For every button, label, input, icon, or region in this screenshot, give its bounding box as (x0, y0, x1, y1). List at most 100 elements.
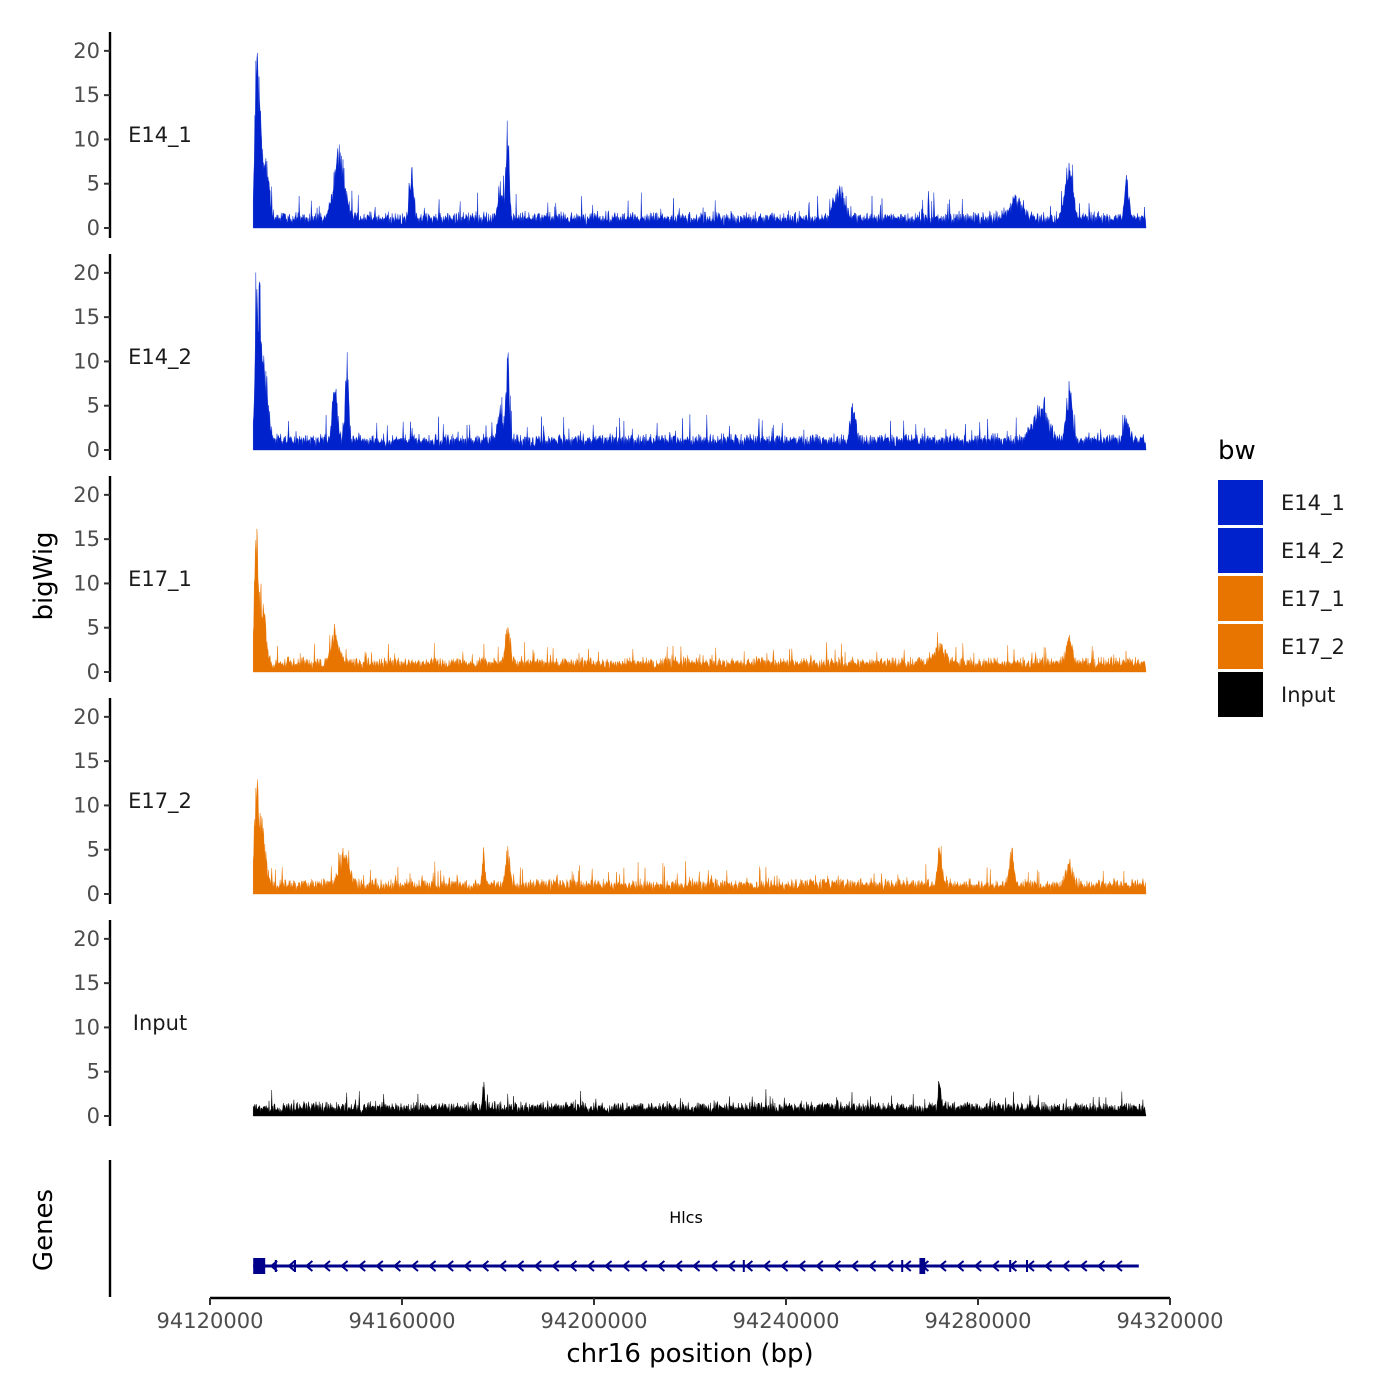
gene-strand-arrow (868, 1260, 877, 1272)
x-tick-label-94160000: 94160000 (349, 1309, 456, 1333)
y-tick-label-E14_1-15: 15 (73, 83, 100, 107)
gene-strand-arrow (727, 1260, 736, 1272)
track-signal-E17_2 (253, 779, 1147, 895)
y-tick-label-Input-0: 0 (87, 1104, 100, 1128)
gene-strand-arrow (533, 1260, 542, 1272)
signal-tracks: E14_1 E14_2 E17_1 E17_2 Input (128, 52, 1147, 1117)
y-axes: 0 5 10 15 20 0 5 10 15 20 0 5 10 15 20 0 5 10 15 20 0 5 10 15 20 (73, 32, 112, 1128)
gene-exon (742, 1260, 745, 1272)
gene-strand-arrow (956, 1260, 965, 1272)
y-tick-label-Input-15: 15 (73, 971, 100, 995)
legend-swatch-E14_1 (1218, 480, 1263, 525)
gene-strand-arrow (1044, 1260, 1053, 1272)
gene-strand-arrow (885, 1260, 894, 1272)
gene-strand-arrow (516, 1260, 525, 1272)
gene-strand-arrow (850, 1260, 859, 1272)
y-tick-label-E14_2-10: 10 (73, 349, 100, 373)
gene-strand-arrow (639, 1260, 648, 1272)
legend-title: bw (1218, 436, 1256, 466)
gene-strand-arrow (445, 1260, 454, 1272)
gene-exon (919, 1258, 926, 1274)
gene-strand-arrow (498, 1260, 507, 1272)
y-tick-label-E14_2-20: 20 (73, 261, 100, 285)
gene-strand-arrow (357, 1260, 366, 1272)
x-tick-label-94120000: 94120000 (157, 1309, 264, 1333)
gene-strand-arrow (480, 1260, 490, 1272)
y-tick-label-Input-5: 5 (87, 1060, 100, 1084)
legend-swatch-E14_2 (1218, 528, 1263, 573)
y-tick-label-Input-10: 10 (73, 1015, 100, 1039)
legend-label-E17_1: E17_1 (1281, 587, 1345, 612)
y-tick-label-E17_2-15: 15 (73, 749, 100, 773)
gene-strand-arrow (428, 1260, 437, 1272)
y-tick-label-E17_2-10: 10 (73, 793, 100, 817)
y-tick-label-Input-20: 20 (73, 927, 100, 951)
track-signal-E17_1 (253, 528, 1147, 673)
gene-strand-arrow (780, 1260, 789, 1272)
gene-exon (901, 1260, 904, 1272)
gene-strand-arrow (322, 1260, 331, 1272)
legend-label-Input: Input (1281, 683, 1335, 707)
gene-exon (253, 1258, 266, 1274)
track-label-E14_1: E14_1 (128, 123, 192, 148)
gene-strand-arrow (304, 1260, 314, 1272)
gene-strand-arrow (621, 1260, 630, 1272)
y-tick-label-E14_2-15: 15 (73, 305, 100, 329)
gene-strand-arrow (973, 1260, 982, 1272)
gene-strand-arrow (744, 1260, 754, 1272)
gene-strand-arrow (832, 1260, 842, 1272)
gene-exon (294, 1260, 296, 1272)
x-tick-label-94200000: 94200000 (541, 1309, 648, 1333)
gene-strand-arrow (938, 1260, 947, 1272)
x-axis-title: chr16 position (bp) (566, 1339, 813, 1369)
gene-strand-arrow (797, 1260, 806, 1272)
x-axis: 94120000 94160000 94200000 94240000 94280000… (157, 1296, 1223, 1333)
gene-strand-arrow (392, 1260, 402, 1272)
y-tick-label-E17_1-5: 5 (87, 616, 100, 640)
gene-strand-arrow (568, 1260, 578, 1272)
genes-panel-title: Genes (29, 1189, 59, 1271)
track-signal-E14_1 (253, 52, 1147, 229)
legend-label-E17_2: E17_2 (1281, 635, 1345, 660)
gene-strand-arrow (604, 1260, 613, 1272)
y-tick-label-E17_1-10: 10 (73, 571, 100, 595)
y-tick-label-E17_2-20: 20 (73, 705, 100, 729)
track-label-E17_1: E17_1 (128, 567, 192, 592)
gene-strand-arrow (410, 1260, 419, 1272)
gene-strand-arrow (1114, 1260, 1123, 1272)
y-tick-label-E14_2-0: 0 (87, 438, 100, 462)
gene-exon (1009, 1260, 1012, 1272)
y-tick-label-E14_1-5: 5 (87, 172, 100, 196)
y-tick-label-E17_2-0: 0 (87, 882, 100, 906)
gene-strand-arrow (340, 1260, 349, 1272)
y-tick-label-E14_1-20: 20 (73, 39, 100, 63)
gene-exon (274, 1260, 277, 1272)
track-label-E17_2: E17_2 (128, 789, 192, 814)
gene-strand-arrow (991, 1260, 1000, 1272)
y-axis-title: bigWig (29, 531, 59, 620)
x-tick-label-94280000: 94280000 (925, 1309, 1032, 1333)
gene-strand-arrow (709, 1260, 718, 1272)
legend-swatch-E17_2 (1218, 624, 1263, 669)
y-tick-label-E17_2-5: 5 (87, 838, 100, 862)
gene-strand-arrow (463, 1260, 472, 1272)
track-signal-Input (253, 1080, 1147, 1117)
track-label-Input: Input (133, 1011, 187, 1035)
y-tick-label-E14_1-10: 10 (73, 127, 100, 151)
legend-label-E14_1: E14_1 (1281, 491, 1345, 516)
gene-strand-arrow (815, 1260, 824, 1272)
legend-label-E14_2: E14_2 (1281, 539, 1345, 564)
legend: bw E14_1 E14_2 E17_1 E17_2 Input (1218, 436, 1345, 717)
gene-strand-arrow (375, 1260, 384, 1272)
gene-panel: Hlcs (108, 1160, 1139, 1297)
y-tick-label-E14_2-5: 5 (87, 394, 100, 418)
gene-strand-arrow (586, 1260, 595, 1272)
gene-strand-arrow (692, 1260, 701, 1272)
gene-strand-arrow (674, 1260, 683, 1272)
gene-strand-arrow (1079, 1260, 1088, 1272)
gene-strand-arrow (656, 1260, 666, 1272)
legend-swatch-E17_1 (1218, 576, 1263, 621)
legend-swatch-Input (1218, 672, 1263, 717)
y-tick-label-E17_1-20: 20 (73, 483, 100, 507)
